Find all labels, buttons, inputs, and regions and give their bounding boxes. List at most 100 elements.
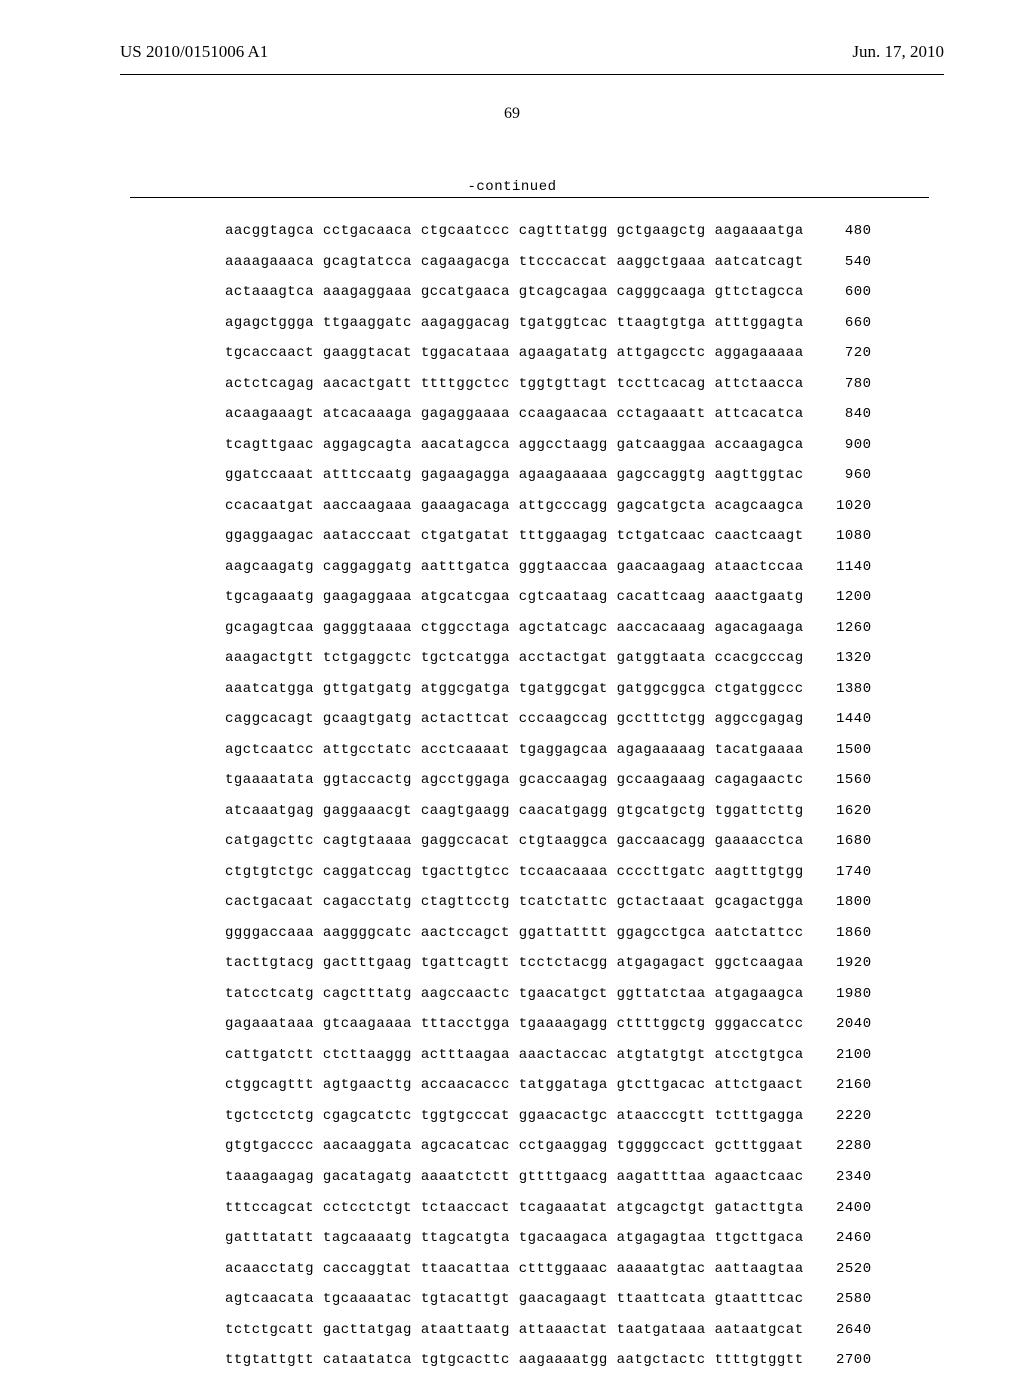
sequence-bases: ggatccaaat atttccaatg gagaagagga agaagaa…: [225, 460, 804, 491]
sequence-bases: agtcaacata tgcaaaatac tgtacattgt gaacaga…: [225, 1284, 804, 1315]
sequence-bases: tcagttgaac aggagcagta aacatagcca aggccta…: [225, 430, 804, 461]
sequence-position: 960: [824, 460, 872, 491]
sequence-position: 1500: [824, 735, 872, 766]
sequence-bases: tacttgtacg gactttgaag tgattcagtt tcctcta…: [225, 948, 804, 979]
sequence-position: 840: [824, 399, 872, 430]
sequence-position: 1260: [824, 613, 872, 644]
sequence-row: agctcaatcc attgcctatc acctcaaaat tgaggag…: [0, 735, 1024, 766]
sequence-bases: ctgtgtctgc caggatccag tgacttgtcc tccaaca…: [225, 857, 804, 888]
sequence-bases: catgagcttc cagtgtaaaa gaggccacat ctgtaag…: [225, 826, 804, 857]
sequence-bases: ttgtattgtt cataatatca tgtgcacttc aagaaaa…: [225, 1345, 804, 1376]
sequence-bases: ggaggaagac aatacccaat ctgatgatat tttggaa…: [225, 521, 804, 552]
sequence-row: actaaagtca aaagaggaaa gccatgaaca gtcagca…: [0, 277, 1024, 308]
sequence-row: tgcagaaatg gaagaggaaa atgcatcgaa cgtcaat…: [0, 582, 1024, 613]
sequence-position: 2220: [824, 1101, 872, 1132]
sequence-row: tcagttgaac aggagcagta aacatagcca aggccta…: [0, 430, 1024, 461]
sequence-position: 2040: [824, 1009, 872, 1040]
sequence-position: 1740: [824, 857, 872, 888]
sequence-position: 780: [824, 369, 872, 400]
sequence-bases: ccacaatgat aaccaagaaa gaaagacaga attgccc…: [225, 491, 804, 522]
sequence-bases: tgctcctctg cgagcatctc tggtgcccat ggaacac…: [225, 1101, 804, 1132]
sequence-bases: ggggaccaaa aaggggcatc aactccagct ggattat…: [225, 918, 804, 949]
sequence-row: ttgtattgtt cataatatca tgtgcacttc aagaaaa…: [0, 1345, 1024, 1376]
sequence-row: aagcaagatg caggaggatg aatttgatca gggtaac…: [0, 552, 1024, 583]
page-number: 69: [0, 105, 1024, 123]
sequence-position: 1920: [824, 948, 872, 979]
sequence-row: tgctcctctg cgagcatctc tggtgcccat ggaacac…: [0, 1101, 1024, 1132]
sequence-bases: actctcagag aacactgatt ttttggctcc tggtgtt…: [225, 369, 804, 400]
sequence-position: 2100: [824, 1040, 872, 1071]
sequence-position: 2520: [824, 1254, 872, 1285]
sequence-position: 2340: [824, 1162, 872, 1193]
sequence-row: agtcaacata tgcaaaatac tgtacattgt gaacaga…: [0, 1284, 1024, 1315]
sequence-row: tgcaccaact gaaggtacat tggacataaa agaagat…: [0, 338, 1024, 369]
sequence-row: ggggaccaaa aaggggcatc aactccagct ggattat…: [0, 918, 1024, 949]
sequence-position: 1380: [824, 674, 872, 705]
sequence-row: ggaggaagac aatacccaat ctgatgatat tttggaa…: [0, 521, 1024, 552]
sequence-bases: aaatcatgga gttgatgatg atggcgatga tgatggc…: [225, 674, 804, 705]
sequence-bases: tatcctcatg cagctttatg aagccaactc tgaacat…: [225, 979, 804, 1010]
sequence-position: 720: [824, 338, 872, 369]
sequence-position: 480: [824, 216, 872, 247]
sequence-row: tatcctcatg cagctttatg aagccaactc tgaacat…: [0, 979, 1024, 1010]
sequence-bases: gagaaataaa gtcaagaaaa tttacctgga tgaaaag…: [225, 1009, 804, 1040]
sequence-row: aacggtagca cctgacaaca ctgcaatccc cagttta…: [0, 216, 1024, 247]
publication-date: Jun. 17, 2010: [852, 42, 944, 62]
sequence-position: 540: [824, 247, 872, 278]
sequence-row: cattgatctt ctcttaaggg actttaagaa aaactac…: [0, 1040, 1024, 1071]
page-header: US 2010/0151006 A1 Jun. 17, 2010: [0, 0, 1024, 70]
sequence-position: 1800: [824, 887, 872, 918]
sequence-bases: cattgatctt ctcttaaggg actttaagaa aaactac…: [225, 1040, 804, 1071]
sequence-bases: gatttatatt tagcaaaatg ttagcatgta tgacaag…: [225, 1223, 804, 1254]
sequence-row: acaagaaagt atcacaaaga gagaggaaaa ccaagaa…: [0, 399, 1024, 430]
sequence-row: tacttgtacg gactttgaag tgattcagtt tcctcta…: [0, 948, 1024, 979]
sequence-bases: aaaagaaaca gcagtatcca cagaagacga ttcccac…: [225, 247, 804, 278]
sequence-bases: agagctggga ttgaaggatc aagaggacag tgatggt…: [225, 308, 804, 339]
sequence-row: acaacctatg caccaggtat ttaacattaa ctttgga…: [0, 1254, 1024, 1285]
sequence-position: 1860: [824, 918, 872, 949]
continued-label: -continued: [0, 179, 1024, 195]
sequence-bases: aagcaagatg caggaggatg aatttgatca gggtaac…: [225, 552, 804, 583]
sequence-bases: cactgacaat cagacctatg ctagttcctg tcatcta…: [225, 887, 804, 918]
sequence-row: caggcacagt gcaagtgatg actacttcat cccaagc…: [0, 704, 1024, 735]
header-rule: [120, 74, 944, 75]
sequence-row: taaagaagag gacatagatg aaaatctctt gttttga…: [0, 1162, 1024, 1193]
sequence-bases: tgcagaaatg gaagaggaaa atgcatcgaa cgtcaat…: [225, 582, 804, 613]
sequence-bases: tgaaaatata ggtaccactg agcctggaga gcaccaa…: [225, 765, 804, 796]
sequence-position: 2280: [824, 1131, 872, 1162]
sequence-position: 1140: [824, 552, 872, 583]
sequence-row: aaaagaaaca gcagtatcca cagaagacga ttcccac…: [0, 247, 1024, 278]
sequence-bases: tttccagcat cctcctctgt tctaaccact tcagaaa…: [225, 1193, 804, 1224]
sequence-row: tgaaaatata ggtaccactg agcctggaga gcaccaa…: [0, 765, 1024, 796]
sequence-bases: gtgtgacccc aacaaggata agcacatcac cctgaag…: [225, 1131, 804, 1162]
sequence-position: 2460: [824, 1223, 872, 1254]
sequence-bases: acaagaaagt atcacaaaga gagaggaaaa ccaagaa…: [225, 399, 804, 430]
sequence-position: 1320: [824, 643, 872, 674]
sequence-row: atcaaatgag gaggaaacgt caagtgaagg caacatg…: [0, 796, 1024, 827]
sequence-row: cactgacaat cagacctatg ctagttcctg tcatcta…: [0, 887, 1024, 918]
sequence-position: 2640: [824, 1315, 872, 1346]
sequence-bases: tctctgcatt gacttatgag ataattaatg attaaac…: [225, 1315, 804, 1346]
sequence-bases: acaacctatg caccaggtat ttaacattaa ctttgga…: [225, 1254, 804, 1285]
sequence-row: ctggcagttt agtgaacttg accaacaccc tatggat…: [0, 1070, 1024, 1101]
sequence-top-rule: [130, 197, 929, 198]
sequence-row: tttccagcat cctcctctgt tctaaccact tcagaaa…: [0, 1193, 1024, 1224]
sequence-row: gatttatatt tagcaaaatg ttagcatgta tgacaag…: [0, 1223, 1024, 1254]
sequence-position: 1680: [824, 826, 872, 857]
sequence-row: ggatccaaat atttccaatg gagaagagga agaagaa…: [0, 460, 1024, 491]
sequence-row: gtgtgacccc aacaaggata agcacatcac cctgaag…: [0, 1131, 1024, 1162]
sequence-bases: agctcaatcc attgcctatc acctcaaaat tgaggag…: [225, 735, 804, 766]
sequence-row: gagaaataaa gtcaagaaaa tttacctgga tgaaaag…: [0, 1009, 1024, 1040]
sequence-position: 2160: [824, 1070, 872, 1101]
sequence-bases: aacggtagca cctgacaaca ctgcaatccc cagttta…: [225, 216, 804, 247]
sequence-row: agagctggga ttgaaggatc aagaggacag tgatggt…: [0, 308, 1024, 339]
sequence-row: ccacaatgat aaccaagaaa gaaagacaga attgccc…: [0, 491, 1024, 522]
sequence-row: actctcagag aacactgatt ttttggctcc tggtgtt…: [0, 369, 1024, 400]
sequence-position: 900: [824, 430, 872, 461]
sequence-bases: caggcacagt gcaagtgatg actacttcat cccaagc…: [225, 704, 804, 735]
sequence-row: ctgtgtctgc caggatccag tgacttgtcc tccaaca…: [0, 857, 1024, 888]
sequence-row: gcagagtcaa gagggtaaaa ctggcctaga agctatc…: [0, 613, 1024, 644]
sequence-bases: gcagagtcaa gagggtaaaa ctggcctaga agctatc…: [225, 613, 804, 644]
publication-number: US 2010/0151006 A1: [120, 42, 268, 62]
sequence-row: aaagactgtt tctgaggctc tgctcatgga acctact…: [0, 643, 1024, 674]
